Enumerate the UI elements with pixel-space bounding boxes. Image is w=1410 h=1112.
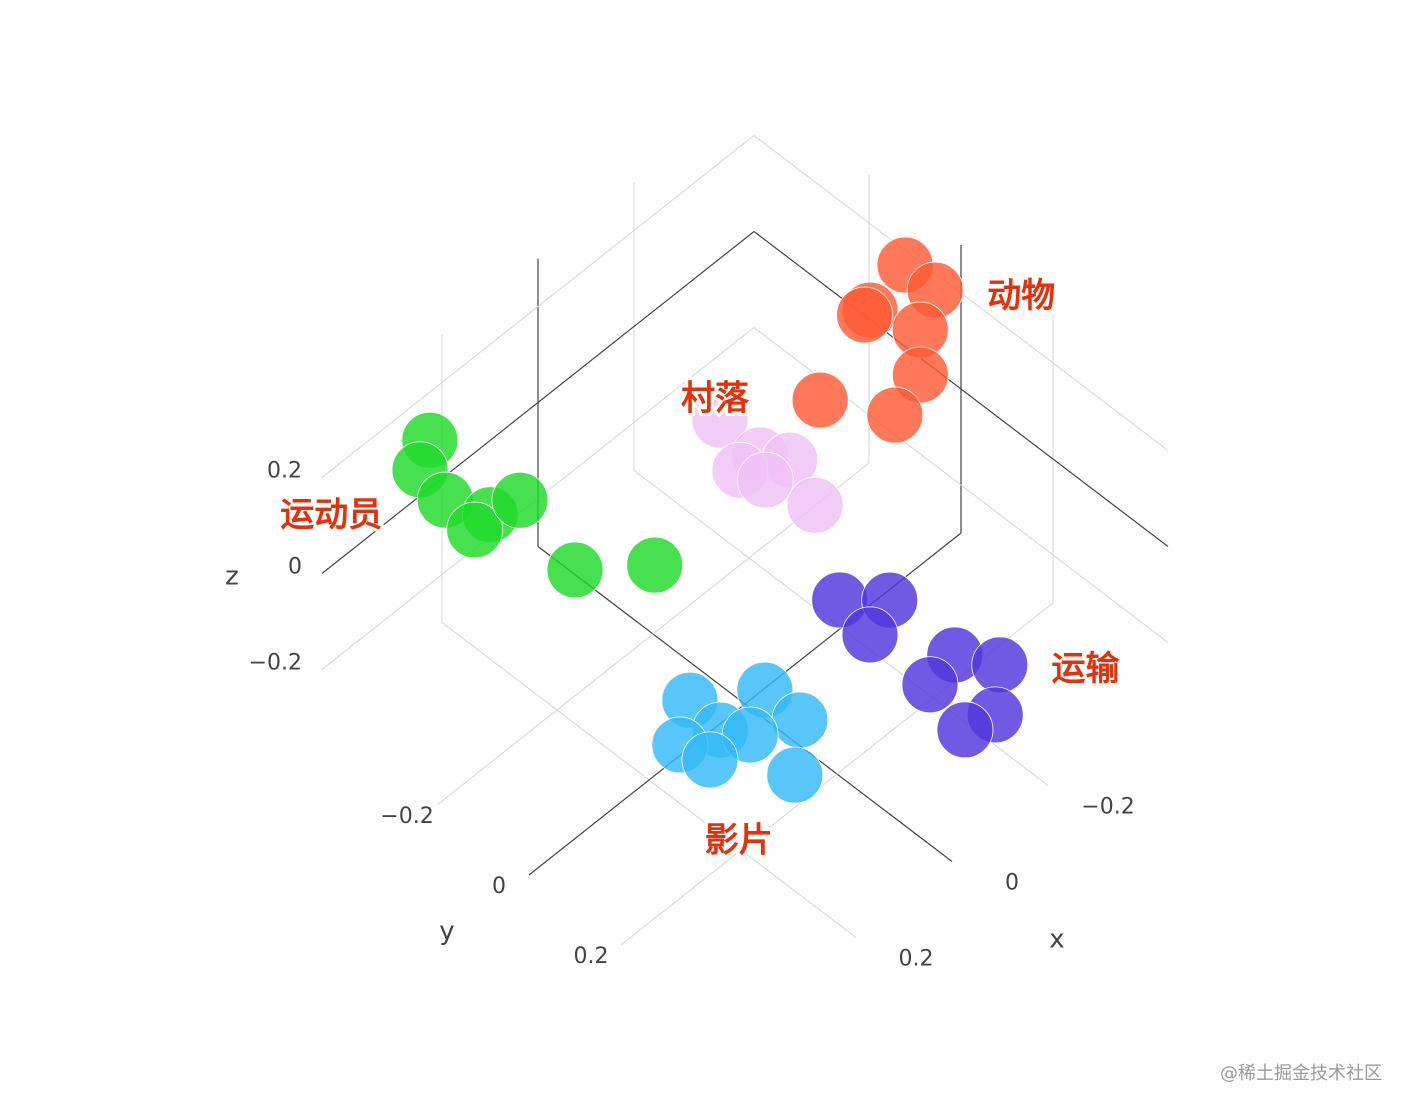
y-axis-title: y bbox=[439, 917, 454, 947]
cluster-label: 影片 bbox=[705, 820, 773, 860]
point bbox=[836, 286, 893, 344]
zero-line bbox=[753, 231, 1169, 547]
watermark: @稀土掘金技术社区 bbox=[1220, 1063, 1382, 1084]
point bbox=[691, 391, 749, 449]
point bbox=[971, 636, 1029, 694]
grid-line bbox=[321, 135, 755, 478]
point bbox=[901, 656, 959, 714]
x-tick-label: 0.2 bbox=[899, 947, 934, 972]
point bbox=[771, 691, 829, 749]
point bbox=[866, 386, 924, 444]
point bbox=[791, 371, 849, 429]
point bbox=[766, 746, 824, 804]
cluster-label: 运输 bbox=[1052, 649, 1121, 689]
point bbox=[491, 471, 549, 529]
z-tick-label: 0.2 bbox=[267, 459, 302, 484]
point bbox=[546, 541, 604, 599]
cluster-label: 动物 bbox=[987, 276, 1055, 316]
z-tick-label: −0.2 bbox=[249, 651, 302, 676]
points bbox=[391, 236, 1029, 804]
y-tick-label: 0 bbox=[492, 874, 506, 899]
y-tick-label: −0.2 bbox=[380, 804, 433, 829]
zero-line bbox=[321, 231, 755, 574]
z-tick-label: 0 bbox=[288, 555, 302, 580]
point bbox=[681, 731, 739, 789]
z-axis-title: z bbox=[225, 562, 239, 592]
point bbox=[786, 476, 844, 534]
point bbox=[736, 451, 794, 509]
x-axis-title: x bbox=[1049, 925, 1064, 955]
point bbox=[936, 701, 994, 759]
cluster-label: 运动员 bbox=[280, 495, 382, 535]
point bbox=[446, 501, 504, 559]
x-tick-label: 0 bbox=[1005, 871, 1019, 896]
point bbox=[626, 536, 684, 594]
cluster-label: 村落 bbox=[681, 379, 750, 419]
point bbox=[841, 606, 899, 664]
x-tick-label: −0.2 bbox=[1081, 795, 1134, 820]
y-tick-label: 0.2 bbox=[574, 944, 609, 969]
